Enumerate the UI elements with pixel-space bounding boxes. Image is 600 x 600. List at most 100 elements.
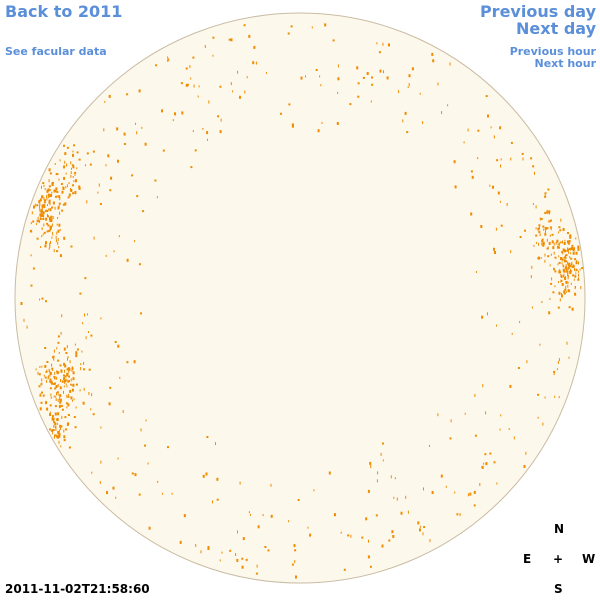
- facula: [147, 462, 149, 465]
- facula: [553, 251, 555, 255]
- facula: [566, 341, 568, 345]
- facula: [43, 231, 46, 234]
- facula: [167, 58, 169, 62]
- facula: [406, 131, 409, 134]
- facula: [568, 289, 571, 292]
- facula: [519, 236, 522, 238]
- facula: [294, 560, 296, 564]
- facula: [368, 539, 369, 543]
- facula: [547, 246, 549, 250]
- facula: [570, 257, 573, 260]
- facula: [75, 192, 77, 195]
- facula: [253, 45, 256, 49]
- facula: [542, 225, 545, 228]
- facula: [544, 227, 547, 230]
- facula: [58, 429, 60, 433]
- facula: [550, 282, 553, 285]
- facula: [53, 435, 55, 439]
- facula: [115, 496, 117, 499]
- facula: [532, 203, 534, 206]
- facula: [567, 266, 570, 269]
- facula: [567, 240, 569, 244]
- facula: [546, 247, 549, 250]
- facula: [343, 568, 346, 571]
- facula: [70, 396, 73, 400]
- facula: [40, 246, 42, 248]
- facula: [123, 143, 126, 145]
- facula: [72, 184, 74, 187]
- facula: [367, 489, 370, 493]
- facular-data-link[interactable]: See facular data: [5, 45, 107, 58]
- next-day-link[interactable]: Next day: [516, 19, 596, 38]
- facula: [42, 182, 45, 185]
- facula: [49, 189, 51, 191]
- facula: [564, 254, 566, 258]
- facula: [75, 406, 77, 409]
- facula: [55, 239, 57, 243]
- facula: [570, 282, 572, 285]
- facula: [59, 197, 61, 201]
- facula: [54, 371, 56, 375]
- back-link[interactable]: Back to 2011: [5, 2, 123, 21]
- facula: [540, 257, 542, 259]
- facula: [551, 240, 554, 244]
- facula: [267, 549, 270, 552]
- facula: [541, 239, 544, 242]
- facula: [70, 189, 73, 192]
- facula: [237, 70, 239, 74]
- facula: [541, 238, 544, 241]
- facula: [560, 279, 563, 282]
- facula: [216, 477, 219, 481]
- facula: [50, 225, 52, 229]
- facula: [550, 253, 552, 256]
- facula: [54, 376, 56, 380]
- facula: [93, 236, 95, 240]
- facula: [558, 261, 561, 264]
- facula: [411, 67, 414, 71]
- facula: [559, 241, 561, 244]
- facula: [544, 259, 546, 263]
- facula: [470, 212, 473, 216]
- facula: [45, 210, 47, 213]
- facula: [39, 198, 42, 202]
- facula: [402, 119, 404, 123]
- facula: [523, 465, 526, 468]
- facula: [548, 220, 550, 223]
- previous-day-link[interactable]: Previous day: [479, 2, 596, 21]
- facula: [140, 428, 142, 432]
- facula: [492, 185, 494, 189]
- compass-south: S: [554, 582, 563, 596]
- facula: [567, 273, 569, 276]
- facula: [60, 331, 62, 335]
- facula: [99, 481, 101, 484]
- facula: [563, 275, 564, 278]
- facula: [396, 497, 398, 501]
- facula: [208, 100, 210, 104]
- facula: [522, 157, 524, 161]
- facula: [63, 390, 64, 394]
- previous-hour-link[interactable]: Previous hour: [509, 45, 596, 58]
- facula: [567, 232, 569, 234]
- facula: [63, 347, 66, 351]
- facula: [23, 318, 25, 322]
- facula: [202, 474, 205, 478]
- facula: [53, 249, 55, 253]
- facula: [58, 202, 61, 205]
- facula: [45, 217, 48, 221]
- facula: [39, 407, 42, 411]
- facula: [64, 416, 67, 419]
- next-hour-link[interactable]: Next hour: [534, 57, 597, 70]
- facula: [337, 64, 339, 68]
- facula: [66, 394, 68, 398]
- facula: [55, 235, 57, 239]
- facula: [59, 159, 61, 162]
- facula: [347, 534, 350, 537]
- facula: [562, 257, 564, 261]
- facula: [107, 154, 110, 158]
- facula: [456, 513, 459, 516]
- facula: [43, 197, 45, 201]
- facula: [521, 152, 524, 155]
- facula: [195, 544, 197, 547]
- facula: [575, 237, 577, 240]
- facula: [55, 195, 57, 198]
